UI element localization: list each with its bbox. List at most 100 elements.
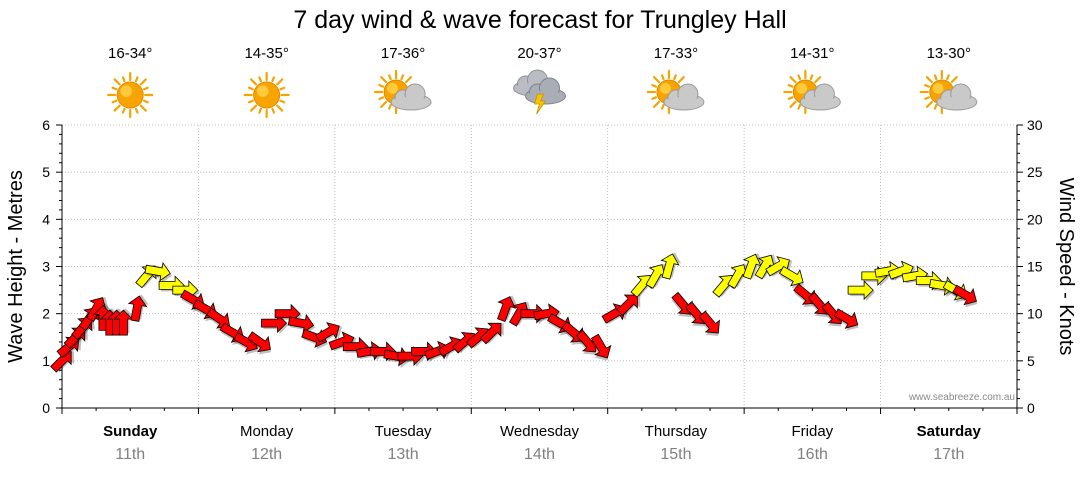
wind-arrow	[261, 313, 289, 335]
wind-arrow	[952, 284, 978, 308]
cloud-fill	[664, 97, 703, 109]
sun-ray	[651, 84, 658, 88]
y2-axis-title: Wind Speed - Knots	[1055, 178, 1077, 356]
date-label: 11th	[115, 446, 145, 463]
wind-arrow	[742, 253, 764, 280]
day-column: 20-37° Wednesday 14th	[500, 45, 579, 463]
wind-arrow-body	[113, 309, 134, 336]
sun-highlight	[659, 83, 671, 94]
sun-ray	[380, 76, 388, 84]
cloud-shape	[936, 83, 978, 111]
day-temp-range: 14-35°	[244, 45, 288, 62]
sun-ray	[388, 74, 392, 81]
sun-ray	[378, 84, 385, 88]
sun-highlight	[796, 83, 808, 94]
right-tick-label: 0	[1027, 400, 1035, 416]
sun-ray	[249, 78, 258, 86]
sun-ray	[276, 104, 284, 112]
sun-ray	[247, 86, 254, 91]
left-tick-label: 0	[42, 400, 50, 416]
wind-arrow-body	[698, 310, 720, 334]
sun-highlight	[932, 83, 944, 94]
sun-ray	[142, 86, 149, 91]
sun-ray	[271, 107, 276, 114]
sun-ray	[279, 99, 286, 104]
partly-cloudy-icon	[783, 69, 841, 115]
right-tick-label: 5	[1027, 353, 1035, 369]
date-label: 14th	[524, 446, 555, 463]
partly-cloudy-icon	[373, 69, 432, 115]
wind-arrow	[660, 252, 682, 280]
sun-ray	[652, 76, 661, 84]
day-temp-range: 20-37°	[517, 45, 561, 62]
sun-highlight	[387, 83, 398, 94]
wind-arrow-body	[590, 333, 612, 359]
sun-ray	[677, 76, 685, 84]
sun-ray	[652, 100, 661, 108]
wind-arrow	[765, 256, 793, 277]
wind-arrow	[833, 308, 859, 331]
sun-ray	[925, 100, 933, 108]
sunny-icon	[107, 71, 154, 119]
day-label: Tuesday	[375, 423, 432, 440]
day-label: Thursday	[645, 423, 708, 440]
sun-ray	[814, 76, 822, 84]
cloud-fill	[937, 97, 976, 109]
cloud-shape	[799, 83, 841, 111]
sun-ray	[925, 76, 933, 84]
sun-ray	[388, 103, 392, 110]
day-column: 13-30° Saturday 17th	[917, 45, 982, 463]
sun-highlight	[120, 85, 133, 97]
sun-ray	[950, 76, 958, 84]
sun-ray	[651, 96, 658, 100]
wind-arrow	[479, 322, 504, 345]
sun-ray	[673, 74, 677, 81]
sun-ray	[400, 74, 405, 81]
wind-arrow	[698, 310, 720, 336]
watermark: www.seabreeze.com.au	[908, 392, 1015, 403]
day-label: Sunday	[103, 423, 158, 440]
sun-ray	[249, 104, 258, 112]
sun-ray	[933, 74, 938, 81]
wind-arrow	[497, 295, 518, 323]
day-temp-range: 13-30°	[927, 45, 971, 62]
sun-ray	[797, 74, 802, 81]
wind-arrows	[50, 252, 978, 373]
wind-arrow	[616, 294, 641, 317]
wind-arrow	[754, 254, 778, 280]
wind-arrow	[144, 262, 172, 284]
right-tick-label: 30	[1027, 117, 1043, 133]
day-column: 17-36° Tuesday 13th	[373, 45, 432, 463]
wind-arrow-body	[497, 296, 516, 323]
wind-arrow	[847, 280, 876, 302]
left-tick-label: 4	[42, 211, 50, 227]
cloud-fill	[392, 97, 431, 109]
sun-ray	[789, 76, 797, 84]
partly-cloudy-icon	[919, 69, 978, 115]
sun-ray	[111, 99, 118, 104]
sun-ray	[258, 76, 263, 83]
sun-highlight	[256, 85, 269, 97]
wind-arrow-body	[754, 254, 776, 280]
date-label: 12th	[251, 446, 282, 463]
lightning-bolt	[533, 93, 547, 115]
left-tick-label: 2	[42, 306, 50, 322]
day-columns: 16-34° Sunday 11th 14-35° Monday 12th 17-36° Tu…	[103, 45, 981, 463]
wind-arrow	[113, 308, 135, 336]
y-axis-title: Wave Height - Metres	[5, 170, 27, 363]
date-label: 16th	[797, 446, 828, 463]
wind-arrow-body	[86, 297, 107, 322]
sun-ray	[924, 84, 930, 88]
sun-ray	[660, 103, 665, 110]
wind-arrow-body	[479, 322, 502, 345]
day-label: Friday	[792, 423, 834, 440]
right-tick-label: 15	[1027, 259, 1043, 275]
left-tick-label: 3	[42, 259, 50, 275]
left-tick-label: 1	[42, 353, 50, 369]
wind-arrow-body	[315, 322, 340, 343]
wind-arrow-body	[778, 265, 804, 287]
sun-ray	[787, 96, 794, 100]
date-label: 15th	[660, 446, 691, 463]
wind-arrow-body	[660, 253, 680, 280]
